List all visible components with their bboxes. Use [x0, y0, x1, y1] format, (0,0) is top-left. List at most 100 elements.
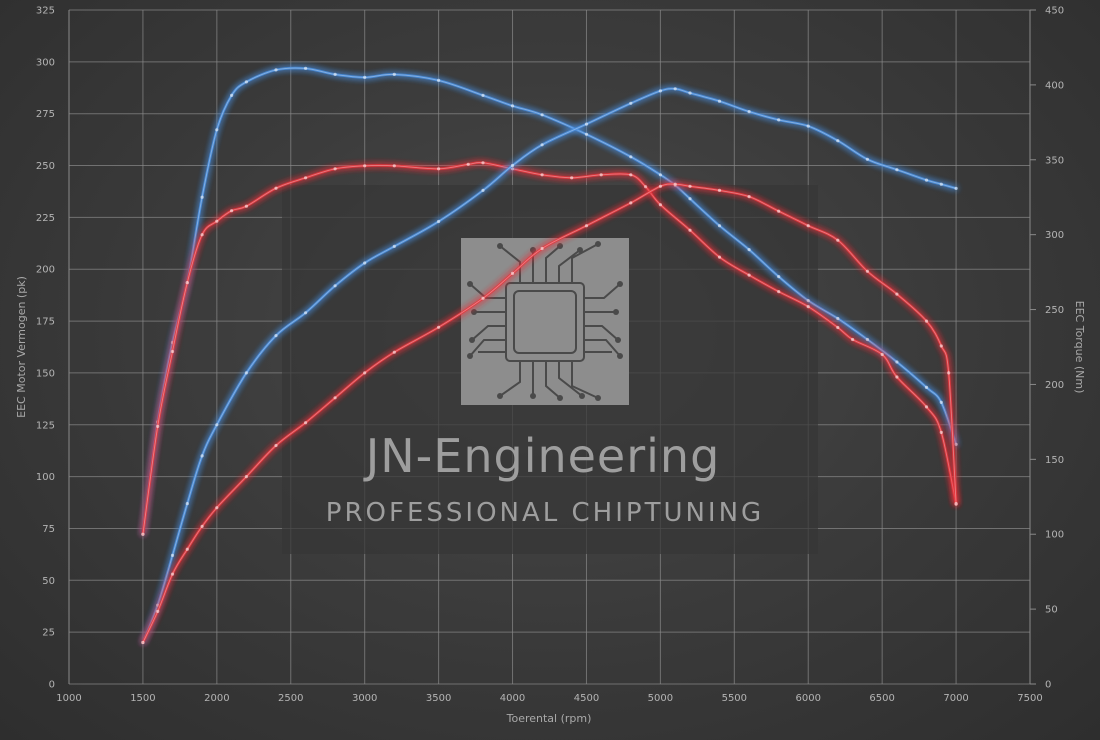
x-tick-label: 4500 [574, 693, 599, 704]
data-point-power-tuned [717, 188, 722, 192]
data-point-torque-tuned [880, 352, 884, 357]
data-point-torque-stock [954, 442, 958, 446]
data-point-power-stock [924, 178, 929, 182]
data-point-power-stock [363, 261, 367, 265]
data-point-torque-tuned [688, 228, 692, 232]
x-tick-label: 3500 [426, 693, 451, 704]
data-point-torque-tuned [466, 162, 470, 166]
data-point-torque-tuned [333, 167, 337, 171]
data-point-power-stock [658, 89, 663, 93]
data-point-power-stock [939, 182, 943, 186]
data-point-power-stock [777, 118, 781, 122]
data-point-power-tuned [629, 201, 633, 205]
data-point-power-tuned [673, 182, 677, 186]
y-left-tick-label: 200 [36, 265, 55, 276]
data-point-torque-stock [481, 93, 485, 97]
data-point-power-tuned [156, 609, 160, 614]
data-point-power-stock [540, 143, 544, 147]
x-tick-label: 5500 [722, 693, 747, 704]
y-left-axis-ticks: 0 25 50 75 100 125 150 175 200 225 250 275 300 325 [36, 6, 55, 691]
y-left-tick-label: 50 [42, 576, 55, 587]
x-tick-label: 2000 [204, 693, 229, 704]
data-point-torque-tuned [777, 290, 781, 294]
x-tick-label: 1000 [56, 693, 81, 704]
y-right-tick-label: 0 [1045, 680, 1051, 691]
data-point-power-stock [215, 423, 219, 427]
data-point-power-stock [629, 101, 633, 105]
series-power-tuned [141, 182, 958, 645]
series-line-torque-tuned [141, 161, 958, 536]
y-left-tick-label: 275 [36, 109, 55, 120]
data-point-torque-stock [747, 248, 751, 252]
data-point-torque-stock [717, 224, 722, 228]
data-point-power-tuned [939, 344, 943, 348]
data-point-torque-stock [895, 360, 899, 364]
data-point-torque-tuned [244, 204, 248, 208]
data-point-power-tuned [481, 296, 485, 300]
data-point-torque-tuned [540, 173, 544, 177]
data-point-power-tuned [895, 292, 899, 296]
data-point-torque-tuned [851, 337, 855, 342]
data-point-torque-stock [510, 104, 515, 108]
data-point-torque-stock [836, 316, 840, 321]
data-point-power-tuned [363, 371, 367, 375]
x-axis-ticks: 1000 1500 2000 2500 3000 3500 4000 4500 5000 5500… [56, 693, 1042, 704]
data-point-torque-tuned [481, 161, 485, 165]
x-tick-label: 5000 [648, 693, 673, 704]
x-tick-label: 7000 [943, 693, 968, 704]
x-tick-label: 4000 [500, 693, 525, 704]
data-point-power-tuned [170, 572, 175, 576]
data-point-torque-tuned [747, 273, 751, 277]
watermark-subtitle: PROFESSIONAL CHIPTUNING [326, 498, 764, 528]
data-point-torque-tuned [599, 173, 603, 177]
data-point-power-stock [274, 334, 278, 338]
data-point-power-tuned [954, 502, 958, 506]
data-point-torque-tuned [363, 164, 367, 168]
x-tick-label: 1500 [130, 693, 155, 704]
series-layer [141, 66, 958, 645]
data-point-torque-stock [777, 275, 781, 279]
data-point-torque-tuned [644, 185, 648, 189]
data-point-torque-tuned [170, 349, 175, 354]
x-axis-label: Toerental (rpm) [506, 712, 592, 725]
data-point-torque-tuned [392, 164, 396, 168]
y-left-tick-label: 75 [42, 524, 55, 535]
data-point-torque-tuned [215, 219, 219, 223]
data-point-power-stock [392, 244, 396, 248]
data-point-torque-tuned [185, 281, 189, 285]
data-point-torque-stock [392, 72, 396, 76]
data-point-power-stock [806, 124, 810, 128]
data-point-torque-stock [230, 93, 234, 97]
y-left-tick-label: 0 [49, 680, 55, 691]
y-left-tick-label: 175 [36, 317, 55, 328]
chip-logo [461, 238, 629, 405]
data-point-power-tuned [658, 184, 663, 188]
data-point-power-tuned [215, 506, 219, 510]
data-point-power-stock [185, 502, 189, 506]
x-tick-label: 6000 [796, 693, 821, 704]
y-right-tick-label: 450 [1045, 6, 1064, 17]
data-point-torque-stock [363, 75, 367, 79]
data-point-power-tuned [836, 238, 840, 242]
data-point-torque-stock [688, 197, 692, 201]
data-point-torque-tuned [200, 233, 204, 237]
data-point-power-tuned [244, 475, 248, 479]
data-point-power-tuned [924, 319, 929, 323]
data-point-torque-tuned [156, 424, 160, 428]
data-point-power-tuned [333, 396, 337, 400]
data-point-power-stock [584, 122, 589, 126]
data-point-torque-tuned [629, 173, 633, 177]
data-point-power-tuned [747, 195, 751, 199]
data-point-power-stock [437, 219, 441, 224]
data-point-power-tuned [437, 325, 441, 329]
data-point-power-tuned [947, 371, 951, 375]
data-point-torque-stock [304, 66, 308, 70]
y-left-tick-label: 100 [36, 472, 55, 483]
data-point-torque-tuned [717, 255, 722, 259]
data-point-torque-tuned [939, 430, 943, 434]
y-left-tick-label: 25 [42, 628, 55, 639]
data-point-power-tuned [584, 224, 589, 228]
data-point-power-tuned [274, 443, 278, 448]
data-point-power-stock [717, 99, 722, 103]
y-right-axis-label: EEC Torque (Nm) [1073, 301, 1086, 394]
